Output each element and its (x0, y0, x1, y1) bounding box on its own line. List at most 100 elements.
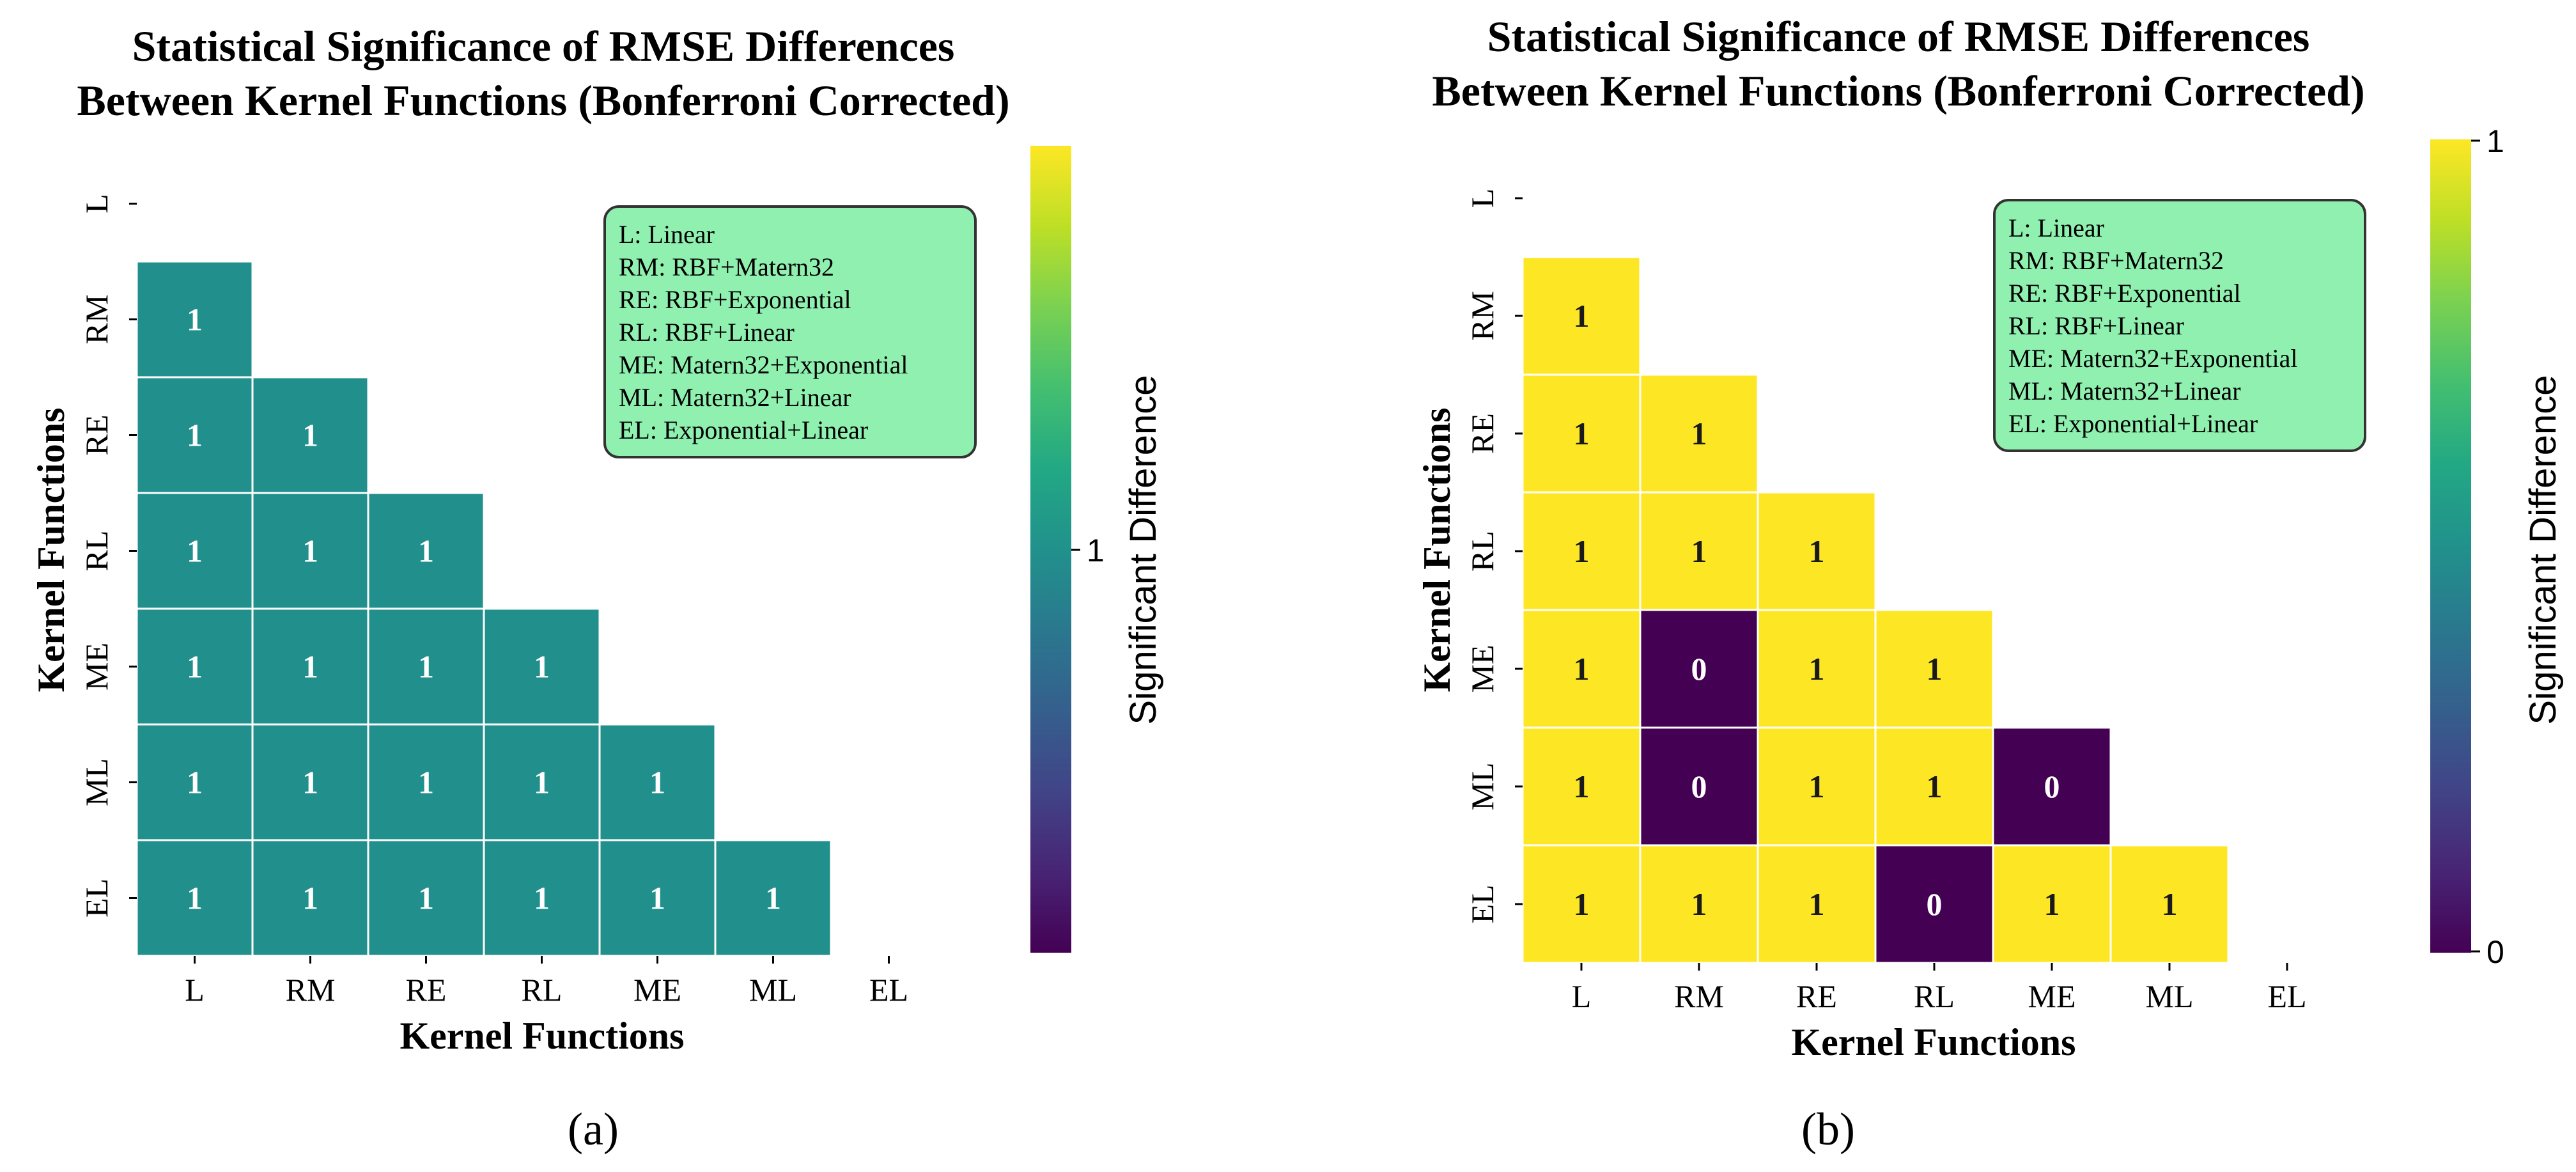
y-tick-label: L (1464, 189, 1500, 208)
heatmap-cell (1521, 256, 1641, 376)
panel-b-colorbar-gradient (2430, 139, 2471, 953)
legend-entry: ME: Matern32+Exponential (619, 350, 908, 379)
x-tick-label: RL (522, 972, 563, 1008)
panel-a-title-line-1: Statistical Significance of RMSE Differe… (132, 22, 955, 70)
heatmap-cell (1874, 609, 1994, 729)
panel-a-y-axis-label: Kernel Functions (30, 408, 72, 692)
panel-b-colorbar: 1 0 Significant Difference (2430, 123, 2564, 970)
panel-a-x-ticks: L RM RE RL ME ML EL (185, 956, 908, 1008)
heatmap-cell-value: 0 (1691, 769, 1707, 804)
heatmap-cell-value: 1 (1809, 533, 1825, 569)
y-tick-label: EL (79, 879, 114, 918)
heatmap-cell (1639, 726, 1759, 847)
panel-a-colorbar-label: Significant Difference (1122, 375, 1164, 724)
heatmap-cell-value: 1 (1809, 769, 1825, 804)
panel-b-heatmap: 1 1 1 1 1 1 1 0 1 1 1 0 1 1 0 1 1 1 0 1 1 (1521, 256, 2230, 964)
panel-a-heatmap: 1 1 1 1 1 1 1 1 1 1 1 1 1 1 1 1 1 1 1 1 1 (136, 260, 832, 957)
heatmap-cell-value: 1 (534, 880, 550, 916)
heatmap-cell-value: 1 (1574, 651, 1590, 687)
heatmap-cell-value: 1 (187, 533, 203, 569)
legend-entry: ML: Matern32+Linear (619, 383, 851, 412)
x-tick-label: RL (1914, 978, 1955, 1014)
y-tick-label: EL (1464, 884, 1500, 923)
heatmap-cell (1874, 726, 1994, 847)
heatmap-cell-value: 1 (187, 418, 203, 453)
heatmap-cell-value: 1 (1691, 416, 1707, 451)
panel-b-y-axis-label: Kernel Functions (1416, 408, 1458, 692)
heatmap-cell (1992, 844, 2112, 964)
panel-a-title-line-2: Between Kernel Functions (Bonferroni Cor… (77, 76, 1009, 125)
legend-entry: RM: RBF+Matern32 (2008, 246, 2224, 275)
heatmap-cell-value: 1 (302, 765, 318, 801)
heatmap-cell (598, 723, 717, 841)
heatmap-cell-value: 1 (1574, 533, 1590, 569)
heatmap-cell (1992, 726, 2112, 847)
panel-b-title-line-1: Statistical Significance of RMSE Differe… (1487, 12, 2310, 61)
y-tick-label: ME (1464, 645, 1500, 693)
y-tick-label: ML (79, 758, 114, 806)
panel-a-y-ticks: L RM RE RL ME ML EL (79, 194, 137, 918)
heatmap-cell (367, 723, 485, 841)
y-tick-label: RM (1464, 291, 1500, 341)
legend-entry: EL: Exponential+Linear (619, 416, 868, 444)
heatmap-cell-value: 1 (649, 765, 665, 801)
panel-b-colorbar-tick-1: 1 (2487, 123, 2504, 159)
heatmap-cell (251, 839, 369, 957)
heatmap-cell-value: 1 (302, 649, 318, 685)
panel-a-legend-box: L: Linear RM: RBF+Matern32 RE: RBF+Exponen… (603, 205, 977, 458)
legend-entry: EL: Exponential+Linear (2008, 409, 2258, 438)
panel-b-title-line-2: Between Kernel Functions (Bonferroni Cor… (1432, 66, 2364, 115)
panel-a-colorbar-tick-1: 1 (1087, 533, 1105, 568)
heatmap-cell-value: 1 (1574, 298, 1590, 334)
heatmap-cell-value: 1 (2162, 886, 2178, 922)
heatmap-cell-value: 1 (1927, 651, 1943, 687)
panel-a-legend-entries: L: Linear RM: RBF+Matern32 RE: RBF+Exponen… (619, 220, 908, 444)
x-tick-label: EL (2267, 978, 2306, 1014)
heatmap-cell-value: 1 (649, 880, 665, 916)
panel-a-colorbar: 1 Significant Difference (1030, 146, 1164, 953)
panel-b-x-ticks: L RM RE RL ME ML EL (1572, 963, 2307, 1014)
heatmap-cell (251, 376, 369, 494)
heatmap-cell-value: 1 (418, 765, 434, 801)
heatmap-cell-value: 0 (2044, 769, 2060, 804)
x-tick-label: ML (2146, 978, 2194, 1014)
heatmap-cell (1757, 844, 1877, 964)
heatmap-cell-value: 1 (418, 649, 434, 685)
heatmap-cell-value: 1 (1927, 769, 1943, 804)
legend-entry: RL: RBF+Linear (2008, 311, 2184, 340)
panel-a: Statistical Significance of RMSE Differe… (30, 22, 1164, 1155)
legend-entry: L: Linear (619, 220, 715, 249)
heatmap-cell-value: 1 (1574, 769, 1590, 804)
panel-a-colorbar-gradient (1030, 146, 1071, 953)
x-tick-label: L (185, 972, 205, 1008)
heatmap-cell-value: 1 (1574, 416, 1590, 451)
heatmap-cell (136, 260, 254, 379)
legend-entry: ML: Matern32+Linear (2008, 377, 2241, 405)
y-tick-label: ML (1464, 763, 1500, 811)
heatmap-cell (136, 376, 254, 494)
heatmap-cell-value: 1 (418, 880, 434, 916)
y-tick-label: RE (1464, 413, 1500, 454)
heatmap-cell-value: 1 (187, 649, 203, 685)
legend-entry: L: Linear (2008, 214, 2104, 242)
y-tick-label: RM (79, 295, 114, 345)
panel-b: Statistical Significance of RMSE Differe… (1416, 12, 2564, 1155)
heatmap-cell-value: 1 (1809, 886, 1825, 922)
heatmap-cell-value: 1 (2044, 886, 2060, 922)
x-tick-label: ML (749, 972, 797, 1008)
heatmap-cell-value: 1 (302, 533, 318, 569)
heatmap-cell-value: 1 (187, 765, 203, 801)
heatmap-cell (1521, 609, 1641, 729)
y-tick-label: RL (1464, 531, 1500, 572)
legend-entry: RE: RBF+Exponential (619, 285, 851, 314)
y-tick-label: ME (79, 643, 114, 691)
heatmap-cell (2109, 844, 2230, 964)
heatmap-cell (367, 839, 485, 957)
heatmap-cell (483, 839, 601, 957)
panel-b-colorbar-label: Significant Difference (2522, 375, 2564, 724)
heatmap-cell-value: 0 (1691, 651, 1707, 687)
heatmap-cell (1639, 373, 1759, 494)
x-tick-label: RM (1674, 978, 1724, 1014)
x-tick-label: ME (633, 972, 681, 1008)
